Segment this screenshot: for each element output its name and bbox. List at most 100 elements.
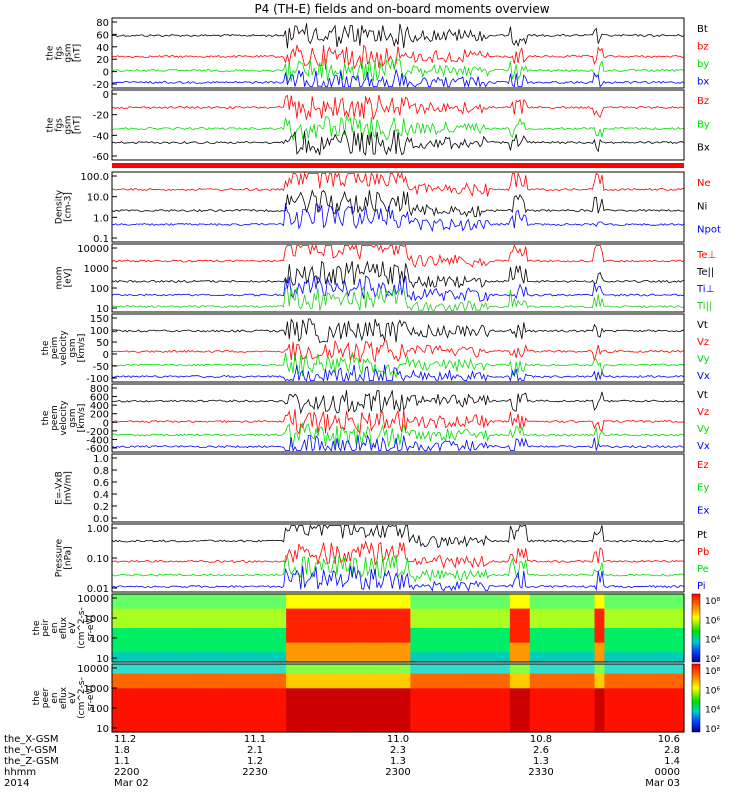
heatmap-cell xyxy=(529,722,536,728)
heatmap-cell xyxy=(410,727,416,733)
heatmap-cell xyxy=(604,603,610,610)
heatmap-cell xyxy=(360,702,367,709)
heatmap-cell xyxy=(509,678,516,685)
heatmap-cell xyxy=(161,642,168,649)
heatmap-cell xyxy=(674,613,680,619)
legend-entry: Pb xyxy=(697,547,709,558)
heatmap-cell xyxy=(400,702,407,709)
heatmap-cell xyxy=(659,618,665,624)
heatmap-cell xyxy=(405,657,412,663)
heatmap-cell xyxy=(181,717,188,723)
heatmap-cell xyxy=(311,722,317,728)
heatmap-cell xyxy=(390,722,397,728)
y-tick-label: 100.0 xyxy=(80,172,109,183)
series-line-bz xyxy=(111,44,685,70)
heatmap-cell xyxy=(266,603,272,610)
heatmap-cell xyxy=(569,722,576,728)
heatmap-cell xyxy=(664,727,670,733)
heatmap-cell xyxy=(445,642,451,649)
heatmap-cell xyxy=(569,652,576,658)
heatmap-cell xyxy=(659,678,665,685)
heatmap-cell xyxy=(117,637,123,644)
heatmap-cell xyxy=(131,637,138,644)
heatmap-cell xyxy=(539,657,546,663)
heatmap-cell xyxy=(584,594,591,600)
heatmap-cell xyxy=(425,693,431,699)
heatmap-cell xyxy=(455,594,461,600)
heatmap-cell xyxy=(117,642,123,649)
series-line-vy xyxy=(111,352,685,378)
heatmap-cell xyxy=(385,647,392,653)
heatmap-cell xyxy=(679,652,685,658)
heatmap-cell xyxy=(544,647,551,653)
heatmap-cell xyxy=(674,664,680,670)
heatmap-cell xyxy=(390,707,397,714)
heatmap-cell xyxy=(196,623,203,629)
heatmap-cell xyxy=(241,678,247,685)
heatmap-cell xyxy=(519,613,526,619)
heatmap-cell xyxy=(385,688,392,694)
heatmap-cell xyxy=(475,613,481,619)
heatmap-cell xyxy=(176,702,183,709)
heatmap-cell xyxy=(529,613,536,619)
heatmap-cell xyxy=(330,598,337,605)
heatmap-cell xyxy=(325,712,332,719)
heatmap-cell xyxy=(161,727,168,733)
heatmap-cell xyxy=(400,707,407,714)
heatmap-cell xyxy=(231,628,237,634)
heatmap-cell xyxy=(301,608,307,615)
heatmap-cell xyxy=(186,632,193,639)
heatmap-cell xyxy=(301,637,307,644)
heatmap-cell xyxy=(529,698,536,704)
heatmap-cell xyxy=(380,647,387,653)
heatmap-cell xyxy=(311,717,317,723)
panel-frame xyxy=(111,313,685,383)
heatmap-cell xyxy=(360,608,367,615)
heatmap-cell xyxy=(186,647,193,653)
heatmap-cell xyxy=(286,673,292,680)
heatmap-cell xyxy=(345,613,352,619)
heatmap-cell xyxy=(375,664,382,670)
heatmap-cell xyxy=(470,652,476,658)
heatmap-cell xyxy=(664,632,670,639)
heatmap-cell xyxy=(330,623,337,629)
heatmap-cell xyxy=(355,608,362,615)
heatmap-cell xyxy=(455,698,461,704)
heatmap-cell xyxy=(679,618,685,624)
heatmap-cell xyxy=(246,618,252,624)
heatmap-cell xyxy=(554,693,561,699)
heatmap-cell xyxy=(609,693,615,699)
heatmap-cell xyxy=(146,673,153,680)
heatmap-cell xyxy=(440,664,446,670)
heatmap-cell xyxy=(191,594,198,600)
heatmap-cell xyxy=(679,673,685,680)
heatmap-cell xyxy=(126,683,133,689)
heatmap-cell xyxy=(495,657,501,663)
heatmap-cell xyxy=(241,652,247,658)
x-axis-value: 1.2 xyxy=(247,756,263,767)
heatmap-cell xyxy=(281,652,287,658)
heatmap-cell xyxy=(206,702,213,709)
heatmap-cell xyxy=(594,594,601,600)
heatmap-cell xyxy=(375,652,382,658)
heatmap-cell xyxy=(296,618,302,624)
heatmap-cell xyxy=(430,623,436,629)
heatmap-cell xyxy=(564,702,571,709)
heatmap-cell xyxy=(146,603,153,610)
heatmap-cell xyxy=(335,688,342,694)
heatmap-cell xyxy=(395,664,402,670)
heatmap-cell xyxy=(529,642,536,649)
heatmap-cell xyxy=(500,717,506,723)
heatmap-cell xyxy=(315,642,322,649)
heatmap-cell xyxy=(430,598,436,605)
heatmap-cell xyxy=(236,712,242,719)
heatmap-cell xyxy=(231,693,237,699)
heatmap-cell xyxy=(460,594,466,600)
heatmap-cell xyxy=(649,613,655,619)
heatmap-cell xyxy=(206,628,213,634)
heatmap-cell xyxy=(649,657,655,663)
heatmap-cell xyxy=(370,618,377,624)
heatmap-cell xyxy=(495,613,501,619)
heatmap-cell xyxy=(504,628,511,634)
heatmap-cell xyxy=(256,707,262,714)
